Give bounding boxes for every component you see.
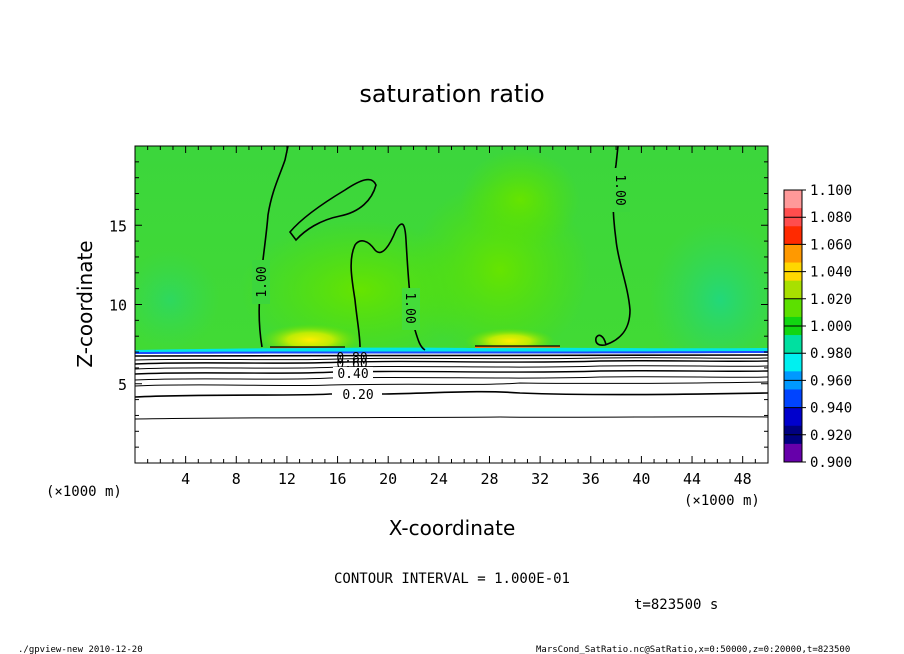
contour-label-6: 0.40: [337, 367, 368, 382]
chart-title: saturation ratio: [359, 80, 544, 108]
x-tick-label: 8: [232, 470, 241, 488]
colorbar-label: 1.020: [810, 292, 852, 308]
x-tick-label: 16: [329, 470, 347, 488]
lower-contours: [135, 354, 768, 420]
colorbar-swatch: [784, 443, 802, 463]
colorbar-swatch: [784, 190, 802, 209]
colorbar-swatch: [784, 298, 802, 318]
contour-label-2: 1.00: [402, 292, 417, 323]
footer-left: ./gpview-new 2010-12-20: [18, 645, 143, 654]
x-tick-label: 4: [181, 470, 190, 488]
contour-label-1: 1.00: [255, 266, 270, 297]
contour-label-4: 0.80: [336, 351, 367, 366]
contour-label-3: 1.00: [612, 174, 627, 205]
x-axis-ticks: 4 8 12 16 20 24 28 32 36 40 44 48: [147, 146, 756, 488]
colorbar-swatch: [784, 244, 802, 264]
colorbar-label: 1.080: [810, 210, 852, 226]
colorbar-label: 1.040: [810, 265, 852, 281]
colorbar-swatch: [784, 335, 802, 354]
blue-boundary: [135, 351, 768, 354]
x-unit-left: (×1000 m): [46, 484, 122, 500]
x-unit-right: (×1000 m): [684, 493, 760, 509]
pale-area-left: [135, 250, 220, 350]
x-tick-label: 32: [531, 470, 549, 488]
y-tick-label: 5: [118, 376, 127, 394]
colorbar-swatch: [784, 353, 802, 372]
contour-interval: CONTOUR INTERVAL = 1.000E-01: [334, 571, 570, 587]
lime-plume-top: [460, 150, 580, 250]
x-tick-label: 20: [379, 470, 397, 488]
colorbar-label: 1.100: [810, 183, 852, 199]
contour-labels: 1.00 1.00 1.00 0.80 0.60 0.40 0.20: [252, 168, 630, 403]
colorbar-swatch: [784, 407, 802, 427]
x-axis-label: X-coordinate: [389, 516, 516, 540]
y-axis-label: Z-coordinate: [73, 240, 97, 367]
colorbar-label: 0.960: [810, 373, 852, 389]
colorbar-label: 1.000: [810, 319, 852, 335]
colorbar-swatch: [784, 389, 802, 409]
contour-label-7: 0.20: [342, 388, 373, 403]
x-tick-label: 36: [582, 470, 600, 488]
x-tick-label: 40: [632, 470, 650, 488]
colorbar-label: 0.920: [810, 428, 852, 444]
x-tick-label: 48: [734, 470, 752, 488]
colorbar-label: 0.940: [810, 401, 852, 417]
footer-right: MarsCond_SatRatio.nc@SatRatio,x=0:50000,…: [536, 645, 850, 654]
x-tick-label: 44: [683, 470, 701, 488]
y-tick-label: 10: [109, 297, 127, 315]
upper-contours: [258, 146, 631, 351]
time-stamp: t=823500 s: [634, 597, 718, 613]
colorbar-label: 0.900: [810, 455, 852, 471]
plot-area: [135, 146, 768, 463]
colorbar-label: 1.060: [810, 237, 852, 253]
colorbar-swatch: [784, 226, 802, 245]
colorbar-swatch: [784, 280, 802, 300]
colorbar: 1.100 1.080 1.060 1.040 1.020 1.000 0.980 0.960…: [783, 183, 852, 471]
pale-area-right: [650, 220, 768, 380]
lower-white-region: [135, 353, 768, 463]
y-tick-label: 15: [109, 217, 127, 235]
x-tick-label: 24: [430, 470, 448, 488]
y-axis-ticks: 5 10 15: [109, 161, 768, 448]
x-tick-label: 12: [278, 470, 296, 488]
x-tick-label: 28: [480, 470, 498, 488]
colorbar-label: 0.980: [810, 346, 852, 362]
